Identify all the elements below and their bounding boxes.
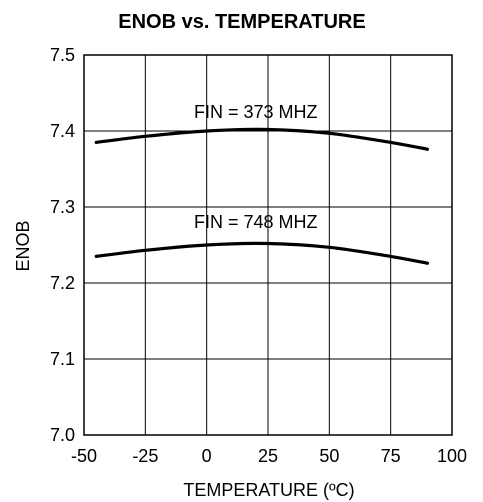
x-axis-label: TEMPERATURE (ºC): [183, 480, 354, 500]
y-tick-label: 7.4: [50, 121, 75, 141]
series-line-2: [94, 241, 430, 265]
series-line-1: [94, 127, 430, 151]
tick-layer: -50 -25 0 25 50 75 100 7.0 7.1 7.2 7.3 7.4 7.5: [50, 45, 467, 466]
x-tick-label: -50: [71, 446, 97, 466]
chart-title: ENOB vs. TEMPERATURE: [118, 11, 365, 33]
series-annotation-2: FIN = 748 MHZ: [194, 212, 318, 232]
series-layer: [94, 127, 430, 265]
y-tick-label: 7.3: [50, 197, 75, 217]
x-tick-label: 100: [437, 446, 467, 466]
x-tick-label: 0: [202, 446, 212, 466]
x-tick-label: 25: [258, 446, 278, 466]
plot-frame: [83, 54, 453, 436]
annotation-layer: FIN = 373 MHZ FIN = 748 MHZ: [194, 102, 318, 232]
x-tick-label: -25: [132, 446, 158, 466]
x-tick-label: 50: [319, 446, 339, 466]
y-tick-label: 7.1: [50, 349, 75, 369]
y-tick-label: 7.2: [50, 273, 75, 293]
x-tick-label: 75: [381, 446, 401, 466]
y-tick-label: 7.5: [50, 45, 75, 65]
y-tick-label: 7.0: [50, 425, 75, 445]
y-axis-label: ENOB: [13, 220, 33, 271]
series-annotation-1: FIN = 373 MHZ: [194, 102, 318, 122]
